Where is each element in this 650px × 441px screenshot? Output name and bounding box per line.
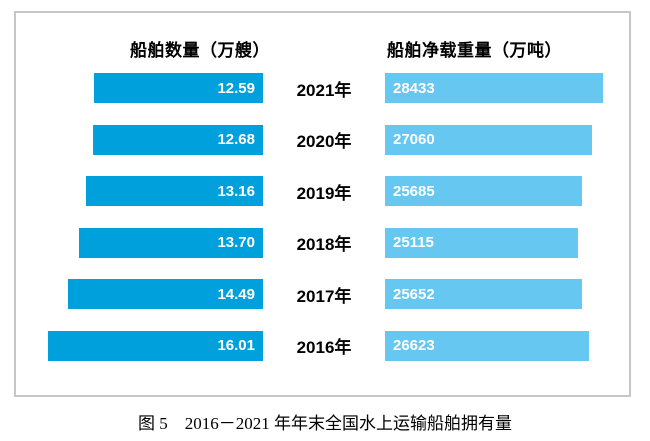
deadweight-bar: 27060 [385, 124, 592, 155]
deadweight-bar: 26623 [385, 330, 589, 361]
deadweight-bar: 28433 [385, 73, 603, 103]
ship-count-bar: 16.01 [48, 330, 263, 361]
ship-count-value: 12.59 [217, 79, 255, 97]
deadweight-cell: 25115 [385, 227, 629, 258]
chart-row: 12.59 2021年 28433 [16, 73, 629, 103]
deadweight-cell: 25652 [385, 279, 629, 309]
deadweight-value: 27060 [393, 131, 435, 148]
ship-count-bar: 12.68 [93, 124, 263, 155]
chart-frame: 船舶数量（万艘） 船舶净载重量（万吨） 12.59 2021年 28433 12.68… [14, 11, 631, 397]
year-label: 2017年 [296, 286, 352, 306]
ship-count-value: 14.49 [217, 285, 255, 303]
deadweight-cell: 26623 [385, 330, 629, 361]
deadweight-cell: 28433 [385, 73, 629, 103]
ship-count-bar: 14.49 [68, 279, 263, 309]
deadweight-value: 25652 [393, 285, 435, 303]
ship-count-value: 16.01 [217, 337, 255, 354]
year-cell: 2017年 [263, 279, 385, 309]
ship-count-cell: 16.01 [16, 330, 263, 361]
chart-row: 13.70 2018年 25115 [16, 227, 629, 258]
deadweight-value: 28433 [393, 79, 435, 97]
deadweight-cell: 27060 [385, 124, 629, 155]
deadweight-bar: 25685 [385, 176, 582, 206]
ship-count-cell: 12.68 [16, 124, 263, 155]
year-label: 2016年 [296, 338, 352, 357]
ship-count-bar: 13.16 [86, 176, 263, 206]
year-cell: 2019年 [263, 176, 385, 206]
deadweight-value: 25115 [393, 234, 434, 251]
deadweight-cell: 25685 [385, 176, 629, 206]
ship-count-value: 13.16 [217, 182, 255, 200]
year-cell: 2020年 [263, 125, 385, 155]
year-label: 2018年 [296, 235, 352, 254]
deadweight-value: 26623 [393, 337, 435, 354]
ship-count-bar: 13.70 [79, 227, 263, 258]
ship-count-value: 13.70 [217, 234, 255, 251]
chart-row: 16.01 2016年 26623 [16, 330, 629, 361]
year-cell: 2021年 [263, 73, 385, 103]
ship-count-cell: 14.49 [16, 279, 263, 309]
ship-count-cell: 13.16 [16, 176, 263, 206]
chart-row: 12.68 2020年 27060 [16, 124, 629, 155]
ship-count-bar: 12.59 [94, 73, 263, 103]
series-header-deadweight: 船舶净载重量（万吨） [387, 41, 562, 60]
series-header-ship-count: 船舶数量（万艘） [130, 41, 270, 60]
deadweight-bar: 25652 [385, 279, 582, 309]
deadweight-value: 25685 [393, 182, 435, 200]
figure-caption: 图 5 2016－2021 年年末全国水上运输船舶拥有量 [138, 414, 512, 433]
chart-rows: 12.59 2021年 28433 12.68 2020年 27060 13.16 2019年… [16, 73, 629, 361]
ship-count-cell: 12.59 [16, 73, 263, 103]
chart-row: 14.49 2017年 25652 [16, 279, 629, 309]
year-label: 2020年 [296, 132, 352, 151]
year-cell: 2018年 [263, 228, 385, 258]
chart-row: 13.16 2019年 25685 [16, 176, 629, 206]
deadweight-bar: 25115 [385, 227, 578, 258]
year-label: 2019年 [296, 183, 352, 203]
year-cell: 2016年 [263, 331, 385, 361]
ship-count-value: 12.68 [217, 131, 255, 148]
year-label: 2021年 [296, 80, 352, 100]
ship-count-cell: 13.70 [16, 227, 263, 258]
